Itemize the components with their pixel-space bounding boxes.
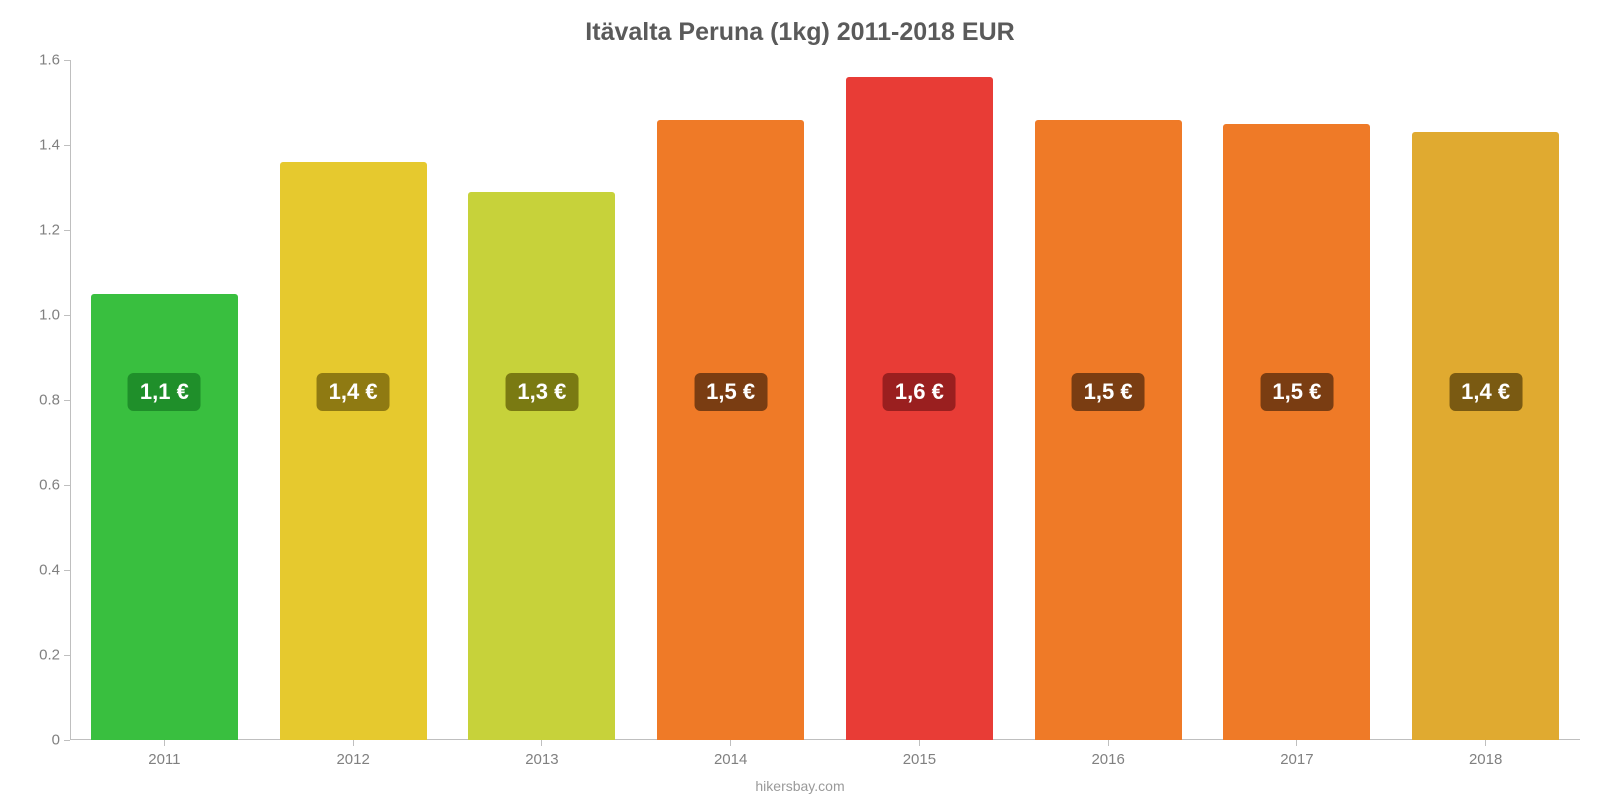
y-tick-label: 1.4 — [10, 137, 60, 154]
y-tick — [64, 655, 70, 656]
y-tick — [64, 740, 70, 741]
x-tick — [1108, 740, 1109, 746]
y-tick — [64, 230, 70, 231]
value-badge: 1,4 € — [317, 373, 390, 411]
x-tick-label: 2012 — [336, 751, 369, 768]
x-tick-label: 2018 — [1469, 751, 1502, 768]
y-tick-label: 1.6 — [10, 52, 60, 69]
x-tick — [353, 740, 354, 746]
bar-fill — [1412, 132, 1559, 740]
bar — [657, 120, 804, 741]
bar — [91, 294, 238, 740]
y-tick-label: 0 — [10, 732, 60, 749]
x-tick-label: 2015 — [903, 751, 936, 768]
bar — [468, 192, 615, 740]
x-tick-label: 2017 — [1280, 751, 1313, 768]
bar-fill — [1035, 120, 1182, 741]
chart-title: Itävalta Peruna (1kg) 2011-2018 EUR — [0, 18, 1600, 47]
y-tick — [64, 570, 70, 571]
y-tick-label: 0.4 — [10, 562, 60, 579]
bar-fill — [657, 120, 804, 741]
bar-fill — [468, 192, 615, 740]
bar-fill — [280, 162, 427, 740]
value-badge: 1,5 € — [694, 373, 767, 411]
y-tick-label: 0.6 — [10, 477, 60, 494]
bar-fill — [1223, 124, 1370, 740]
y-tick-label: 0.8 — [10, 392, 60, 409]
x-tick — [919, 740, 920, 746]
bar — [1412, 132, 1559, 740]
y-tick — [64, 60, 70, 61]
value-badge: 1,6 € — [883, 373, 956, 411]
value-badge: 1,4 € — [1449, 373, 1522, 411]
plot-area: 1,1 € 1,4 € 1,3 € 1,5 € 1,6 € 1,5 € 1,5 € 1,4 €… — [70, 60, 1580, 740]
bars-container: 1,1 € 1,4 € 1,3 € 1,5 € 1,6 € 1,5 € 1,5 € 1,4 € — [70, 60, 1580, 740]
y-tick-label: 1.2 — [10, 222, 60, 239]
bar — [280, 162, 427, 740]
x-tick-label: 2016 — [1091, 751, 1124, 768]
x-tick-label: 2013 — [525, 751, 558, 768]
y-tick-label: 0.2 — [10, 647, 60, 664]
x-tick — [1485, 740, 1486, 746]
x-tick — [164, 740, 165, 746]
x-tick-label: 2014 — [714, 751, 747, 768]
y-tick — [64, 485, 70, 486]
value-badge: 1,5 € — [1072, 373, 1145, 411]
value-badge: 1,5 € — [1260, 373, 1333, 411]
y-tick — [64, 145, 70, 146]
x-tick-label: 2011 — [148, 751, 180, 768]
bar — [1223, 124, 1370, 740]
attribution-text: hikersbay.com — [0, 778, 1600, 794]
value-badge: 1,1 € — [128, 373, 201, 411]
value-badge: 1,3 € — [505, 373, 578, 411]
bar-chart: Itävalta Peruna (1kg) 2011-2018 EUR 1,1 … — [0, 0, 1600, 800]
bar — [1035, 120, 1182, 741]
y-tick — [64, 400, 70, 401]
x-tick — [730, 740, 731, 746]
y-tick-label: 1.0 — [10, 307, 60, 324]
y-tick — [64, 315, 70, 316]
x-tick — [541, 740, 542, 746]
bar-fill — [91, 294, 238, 740]
x-tick — [1296, 740, 1297, 746]
